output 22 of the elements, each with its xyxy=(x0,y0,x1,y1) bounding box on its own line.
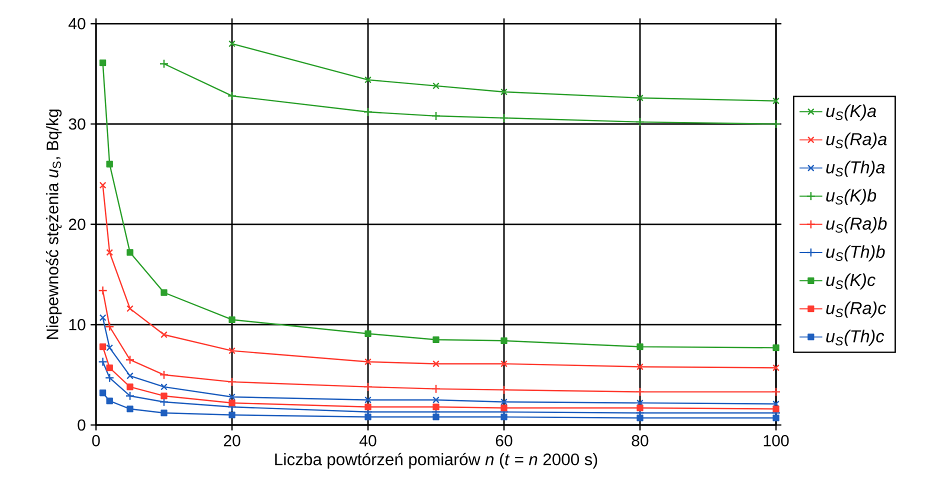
legend-label: u$_{S}$(K)c xyxy=(826,273,876,290)
y-tick-label: 30 xyxy=(68,118,86,130)
x-tick-label: 80 xyxy=(632,435,648,446)
y-tick-label: 40 xyxy=(68,18,86,30)
legend-label: u$_{S}$(Ra)b xyxy=(826,217,887,234)
legend-label: u$_{S}$(Th)c xyxy=(826,330,884,346)
legend-label: u$_{S}$(K)a xyxy=(826,104,876,121)
y-tick-label: 10 xyxy=(69,319,86,330)
legend-label: u$_{S}$(Th)a xyxy=(826,160,885,177)
legend-label: u$_{S}$(Ra)c xyxy=(826,302,886,318)
legend-label: u$_{S}$(K)b xyxy=(826,188,876,206)
y-tick-label: 0 xyxy=(78,419,86,431)
x-tick-label: 0 xyxy=(92,435,100,446)
legend-label: u$_{S}$(Ra)a xyxy=(826,132,887,149)
x-tick-label: 100 xyxy=(764,435,789,446)
y-tick-label: 20 xyxy=(68,218,86,230)
x-tick-label: 40 xyxy=(359,435,376,446)
y-axis-title: Niepewność stężenia u$_{S}$, Bq/kg xyxy=(46,110,62,339)
x-tick-label: 20 xyxy=(224,435,240,446)
x-tick-label: 60 xyxy=(496,435,512,446)
legend-label: u$_{S}$(Th)b xyxy=(826,245,885,262)
x-axis-title: Liczba powtórzeń pomiarów n (t = n 2000 s) xyxy=(275,452,598,469)
